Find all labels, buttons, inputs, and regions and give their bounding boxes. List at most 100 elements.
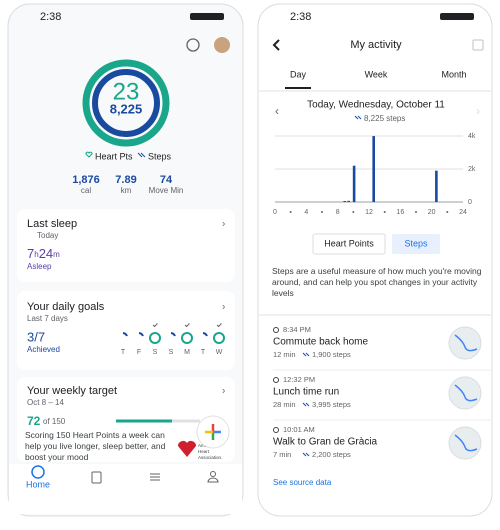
steps-value: 8,225: [110, 101, 143, 116]
tab[interactable]: Month: [441, 69, 466, 79]
aha-logo: [178, 440, 196, 457]
steps-summary: 8,225 steps: [364, 114, 405, 123]
check: [184, 323, 190, 328]
status-time: 2:38: [40, 11, 61, 23]
steps-label: Steps: [148, 151, 172, 161]
goal-ring: [213, 332, 225, 344]
weekly-of: of 150: [43, 417, 66, 426]
goal-arc: [122, 332, 128, 337]
next-day[interactable]: ›: [476, 104, 480, 118]
profile-icon[interactable]: [210, 471, 216, 477]
x-tick-label: 12: [365, 209, 373, 216]
bar: [343, 201, 347, 202]
toggle-label[interactable]: Heart Points: [324, 238, 374, 248]
day-label: M: [184, 349, 190, 356]
x-tick-label: 20: [428, 209, 436, 216]
browse-icon[interactable]: [150, 473, 160, 481]
sleep-card[interactable]: [17, 209, 235, 282]
dot: [383, 211, 386, 213]
card-title: Last sleep: [27, 218, 77, 230]
back-button[interactable]: [272, 39, 280, 51]
profile-icon: [207, 477, 219, 483]
status-time: 2:38: [290, 11, 311, 23]
day-label: F: [137, 349, 141, 356]
bottom-nav: [9, 464, 242, 514]
bar: [352, 165, 356, 202]
weekly-dates: Oct 8 – 14: [27, 398, 64, 407]
activity-icon: [273, 427, 279, 433]
route: [454, 334, 478, 352]
heart-ring: [82, 59, 170, 147]
status-icons: [440, 13, 474, 20]
card-title: Your weekly target: [27, 385, 117, 397]
nav-home[interactable]: Home: [26, 479, 50, 489]
date: Today, Wednesday, October 11: [307, 100, 445, 111]
y-tick-label: 0: [468, 199, 472, 206]
activity-time: 10:01 AM: [283, 425, 315, 434]
map-thumbnail: [448, 426, 482, 460]
h: h: [34, 250, 38, 259]
activity-time: 8:34 PM: [283, 325, 311, 334]
steps-icon: [302, 452, 310, 457]
weekly-text-box: Scoring 150 Heart Points a week can help…: [25, 430, 166, 463]
heart-pts-value: 23: [113, 78, 140, 105]
m: m: [53, 250, 60, 259]
bar: [435, 170, 438, 202]
stat-value: 7.89: [115, 174, 136, 186]
card-title: Your daily goals: [27, 301, 105, 313]
prev-day[interactable]: ‹: [275, 104, 279, 118]
home-icon[interactable]: [31, 465, 45, 479]
activity-duration: 28 min: [273, 400, 296, 409]
activity-name[interactable]: Commute back home: [273, 337, 368, 348]
goals-card[interactable]: [17, 291, 235, 370]
dot: [289, 211, 292, 213]
goal-arc: [138, 332, 144, 337]
dot: [446, 211, 449, 213]
info-button[interactable]: [186, 38, 200, 52]
steps-icon: [302, 352, 310, 357]
weekly-value: 72: [27, 414, 41, 428]
avatar[interactable]: [214, 37, 230, 53]
map-thumbnail: [448, 326, 482, 360]
steps-ring: [92, 69, 160, 137]
activity-name[interactable]: Walk to Gran de Gràcia: [273, 437, 378, 448]
activity-steps: 1,900 steps: [312, 350, 351, 359]
x-tick-label: 8: [336, 209, 340, 216]
weekly-text: Scoring 150 Heart Points a week can help…: [25, 430, 166, 463]
stat-label: cal: [81, 186, 91, 195]
screen-title: My activity: [350, 39, 402, 51]
toggle-label[interactable]: Steps: [404, 238, 428, 248]
goal-arc: [170, 332, 176, 337]
bar: [372, 136, 375, 202]
heart-icon: [85, 151, 93, 158]
source-link[interactable]: See source data: [273, 478, 332, 487]
journal-icon[interactable]: [91, 471, 102, 484]
chevron: ›: [222, 386, 225, 397]
right-phone: [257, 3, 493, 517]
x-tick-label: 0: [273, 209, 277, 216]
stat-label: Move Min: [149, 186, 184, 195]
x-dots: [289, 211, 449, 213]
sleep-date: Today: [37, 231, 58, 240]
description-box: Steps are a useful measure of how much y…: [272, 266, 482, 299]
calendar-icon[interactable]: [472, 39, 484, 51]
activity-name[interactable]: Lunch time run: [273, 387, 339, 398]
tab[interactable]: Week: [365, 69, 388, 79]
goal-ring: [149, 332, 161, 344]
route: [454, 384, 478, 402]
day-label: W: [216, 349, 223, 356]
tab[interactable]: Day: [290, 69, 307, 79]
toggle-button[interactable]: [392, 234, 440, 254]
hours: 7: [27, 246, 34, 261]
description: Steps are a useful measure of how much y…: [272, 266, 482, 299]
y-tick-label: 2k: [468, 166, 476, 173]
stat-value: 1,876: [72, 174, 100, 186]
goal-ring: [181, 332, 193, 344]
activity-time: 12:32 PM: [283, 375, 315, 384]
stat-value: 74: [160, 174, 173, 186]
day-label: S: [153, 349, 158, 356]
x-tick-label: 24: [459, 209, 467, 216]
dot: [415, 211, 417, 213]
toggle-button[interactable]: [312, 233, 386, 255]
x-tick-label: 16: [396, 209, 404, 216]
